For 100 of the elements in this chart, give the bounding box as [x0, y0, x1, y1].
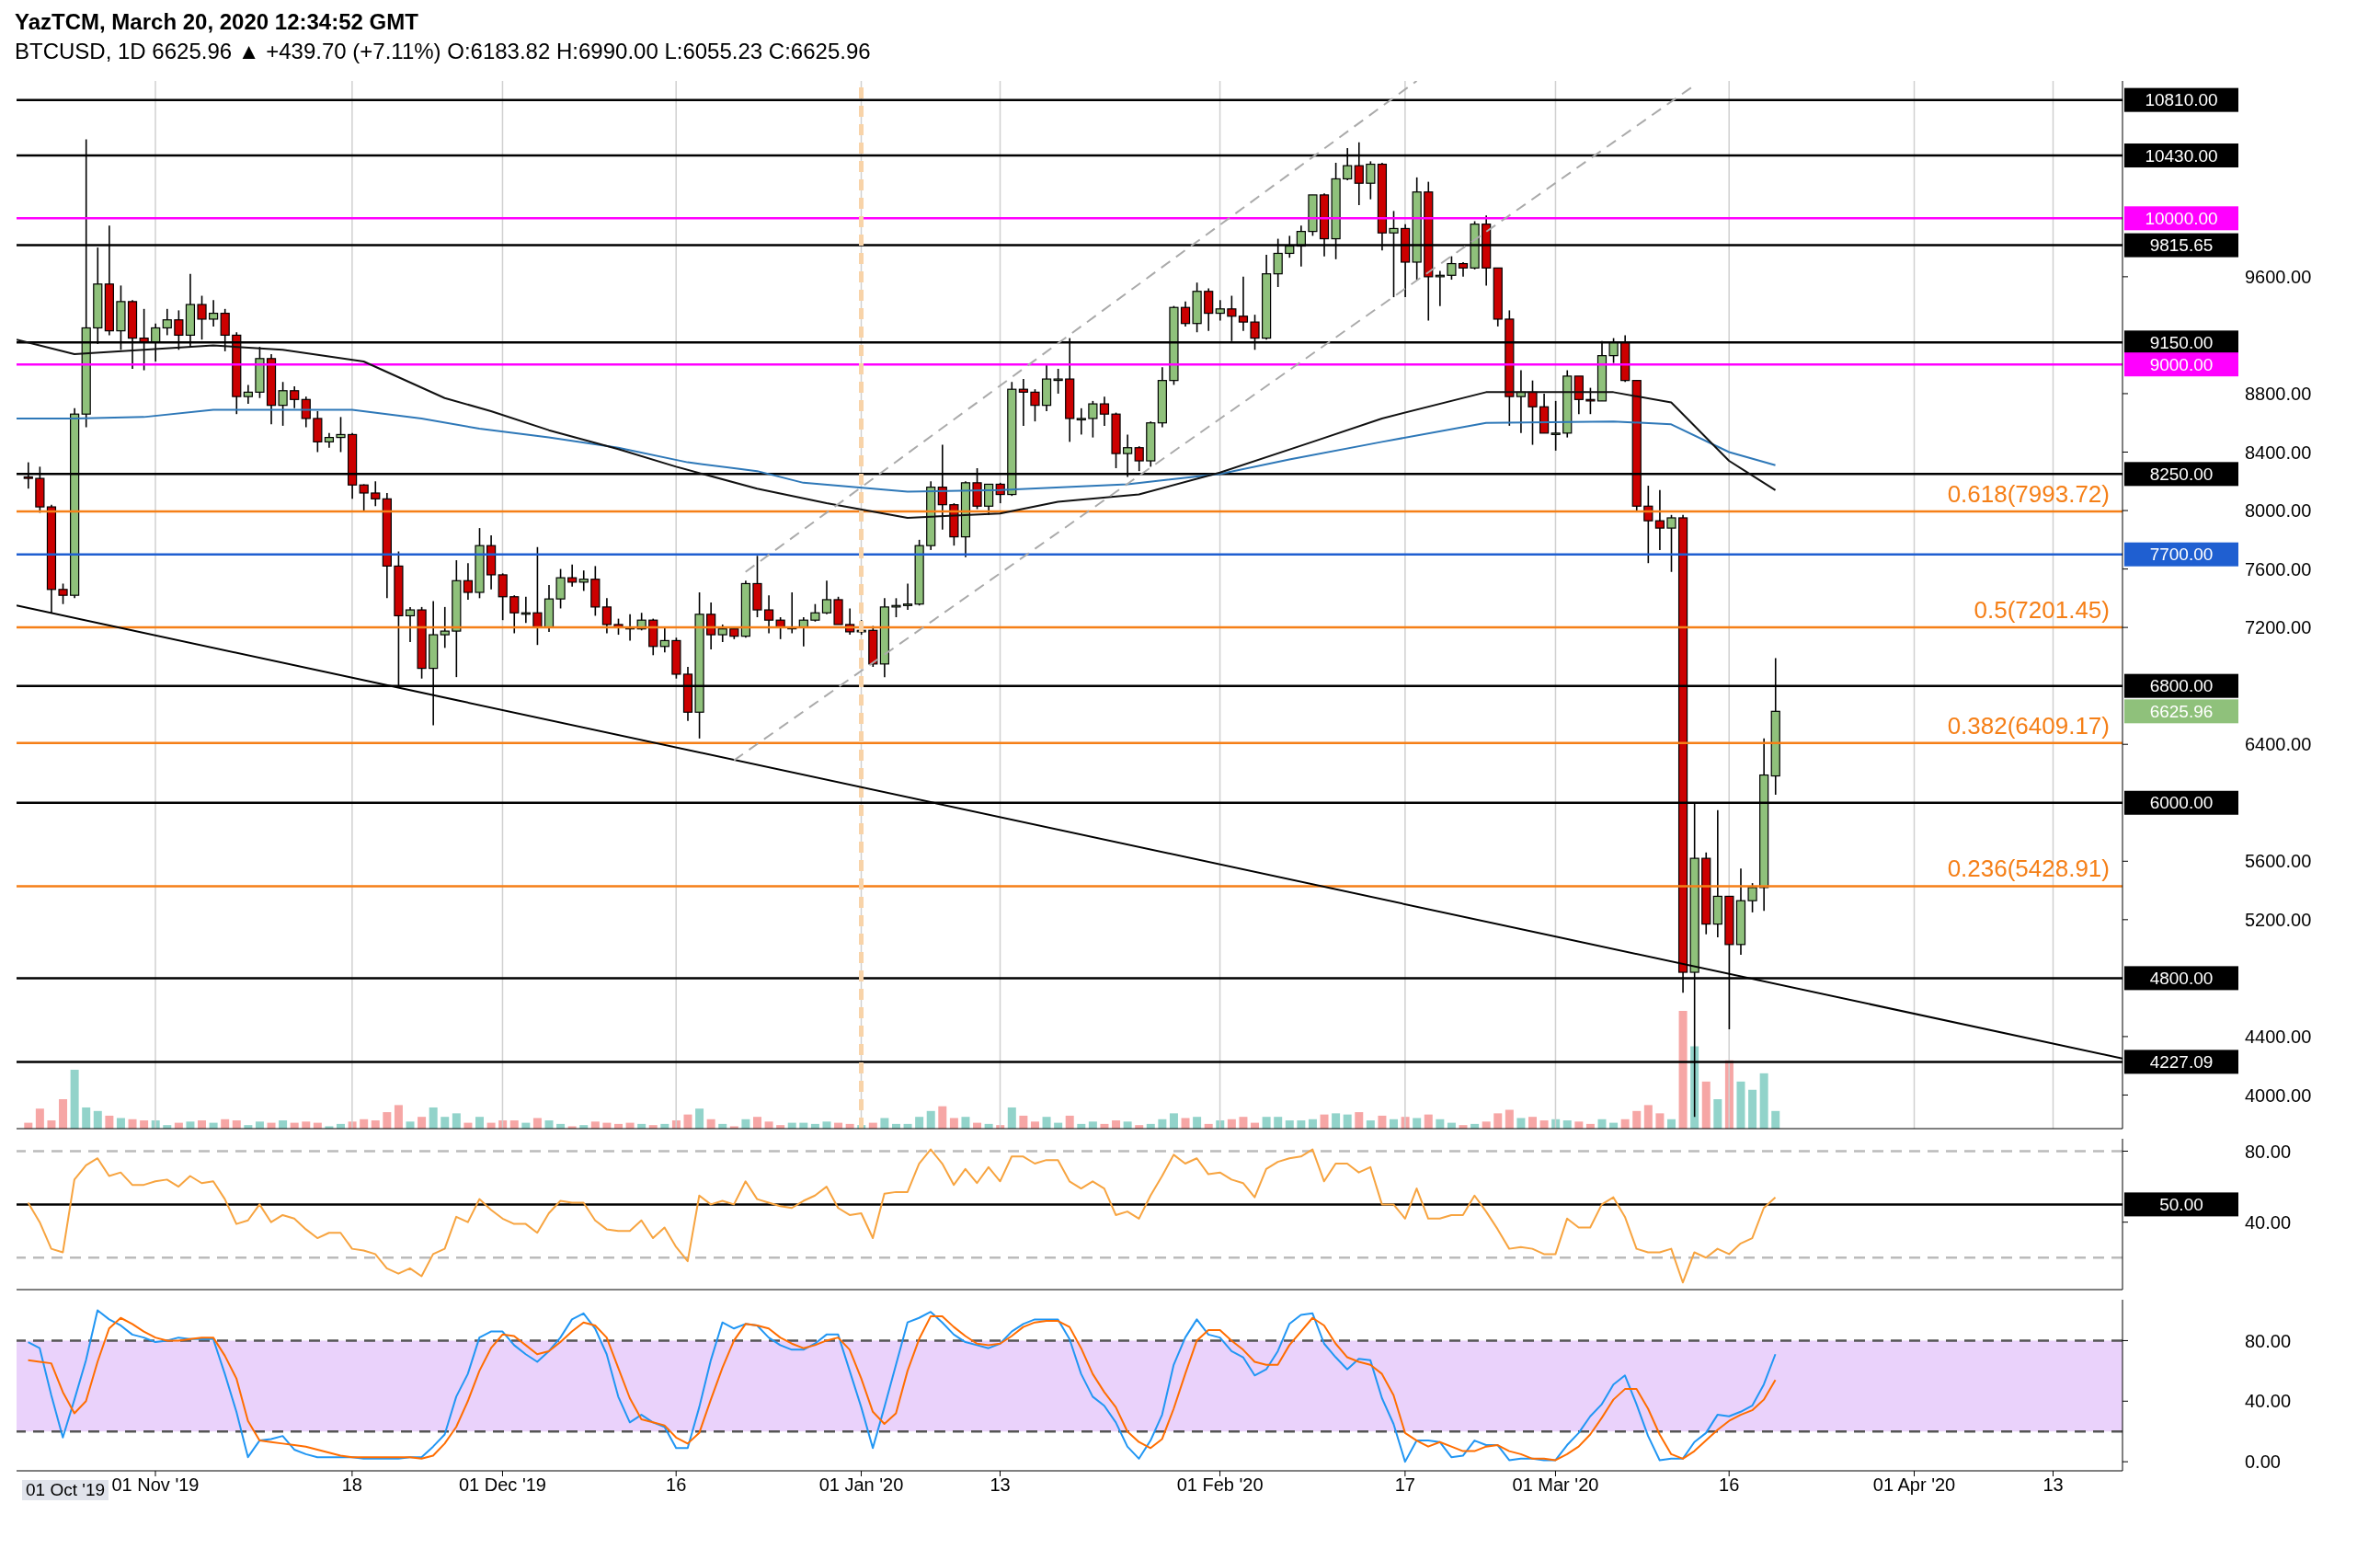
bar — [70, 1070, 79, 1129]
candlestick — [1435, 270, 1445, 307]
bar — [1505, 1109, 1514, 1129]
ref-line-label: 9000.00 — [2149, 354, 2214, 374]
y-tick-label: 5600.00 — [2245, 851, 2312, 872]
bar — [475, 1117, 485, 1129]
text: 01 Oct '19 — [22, 1480, 109, 1500]
annotation: 0.618(7993.72) — [1947, 480, 2110, 509]
ref-line-label: 10430.00 — [2145, 145, 2218, 166]
chart-subtitle: BTCUSD, 1D 6625.96 ▲ +439.70 (+7.11%) O:6183.82 H:6990.00 L:6055.23 C:6625.96 — [14, 38, 872, 65]
bar — [186, 1121, 195, 1129]
candlestick — [58, 582, 68, 605]
candlestick — [243, 384, 253, 405]
candlestick — [763, 594, 774, 635]
bar — [441, 1117, 450, 1129]
bar — [1759, 1073, 1768, 1129]
bar — [1482, 1121, 1491, 1129]
candlestick — [717, 624, 727, 643]
candlestick — [659, 626, 669, 653]
candlestick — [1030, 388, 1040, 422]
bar — [1262, 1117, 1271, 1129]
bar — [1030, 1121, 1039, 1129]
bar — [938, 1106, 947, 1129]
y-tick-label: 7200.00 — [2245, 617, 2312, 638]
y-tick-label: 4400.00 — [2245, 1027, 2312, 1048]
candlestick — [1585, 386, 1596, 415]
annotation: 0.5(7201.45) — [1974, 595, 2110, 624]
candlestick — [601, 597, 612, 635]
bar — [880, 1118, 889, 1129]
y-tick-label: 7600.00 — [2245, 558, 2312, 579]
line-series — [27, 1148, 1777, 1284]
bar — [1332, 1113, 1341, 1129]
y-tick-label: 4000.00 — [2245, 1084, 2312, 1106]
bar — [1019, 1115, 1028, 1129]
candlestick — [1528, 379, 1538, 446]
candlestick — [1204, 287, 1214, 332]
candlestick — [1747, 882, 1757, 913]
x-tick-label: 01 Feb '20 — [1176, 1474, 1264, 1496]
bar — [949, 1118, 958, 1129]
bar — [1181, 1118, 1190, 1129]
bar — [1632, 1110, 1642, 1129]
candlestick — [405, 606, 416, 643]
bar — [1320, 1114, 1329, 1129]
ref-line-label: 7700.00 — [2149, 545, 2214, 565]
bar — [1701, 1081, 1711, 1129]
bar — [1736, 1081, 1745, 1129]
bar — [1123, 1121, 1132, 1129]
candlestick — [706, 602, 716, 650]
bar — [683, 1114, 692, 1129]
candlestick — [463, 562, 474, 601]
bar — [764, 1121, 773, 1129]
candlestick — [1654, 489, 1665, 551]
x-tick-label: 16 — [666, 1474, 687, 1496]
bar — [394, 1105, 403, 1129]
candlestick — [509, 594, 520, 635]
x-tick-label: 16 — [1719, 1474, 1740, 1496]
bar — [752, 1117, 761, 1129]
candlestick — [1215, 299, 1225, 322]
candlestick — [440, 606, 450, 649]
candlestick — [197, 294, 207, 340]
bar — [383, 1112, 392, 1129]
bar — [1643, 1105, 1653, 1129]
bar — [1343, 1114, 1352, 1129]
candlestick — [1134, 445, 1144, 472]
text: 6625.96 — [2149, 701, 2214, 721]
candlestick — [810, 602, 820, 623]
y-tick-label: 80.00 — [2245, 1330, 2292, 1351]
candlestick — [278, 381, 288, 427]
bar — [255, 1121, 264, 1129]
y-tick-label: 0.00 — [2245, 1451, 2281, 1473]
bar — [822, 1121, 831, 1129]
candlestick — [371, 480, 381, 508]
bar — [105, 1115, 114, 1129]
bar — [532, 1118, 542, 1129]
ref-line-label: 4800.00 — [2149, 969, 2214, 989]
bar — [406, 1121, 415, 1129]
y-tick-label: 8000.00 — [2245, 500, 2312, 522]
candlestick — [1076, 407, 1086, 436]
y-tick-label: 80.00 — [2245, 1141, 2292, 1162]
candlestick — [532, 545, 543, 646]
candlestick — [821, 579, 832, 615]
bar — [1528, 1117, 1538, 1129]
bar — [1065, 1115, 1074, 1129]
bar — [82, 1107, 91, 1129]
bar — [590, 1121, 600, 1129]
bar — [915, 1117, 924, 1129]
bar — [1007, 1107, 1016, 1129]
bar — [1274, 1117, 1283, 1129]
bar — [1493, 1113, 1503, 1129]
x-tick-label: 17 — [1394, 1474, 1416, 1496]
candlestick — [290, 385, 300, 409]
x-tick-label: 13 — [990, 1474, 1011, 1496]
bar — [1042, 1117, 1051, 1129]
y-tick-label: 8400.00 — [2245, 442, 2312, 463]
ref-line-label: 6000.00 — [2149, 793, 2214, 813]
chart-title: YazTCM, March 20, 2020 12:34:52 GMT — [14, 8, 419, 36]
candlestick — [1238, 276, 1249, 332]
candlestick — [555, 568, 566, 610]
candlestick — [359, 483, 369, 511]
bar — [1771, 1110, 1780, 1129]
